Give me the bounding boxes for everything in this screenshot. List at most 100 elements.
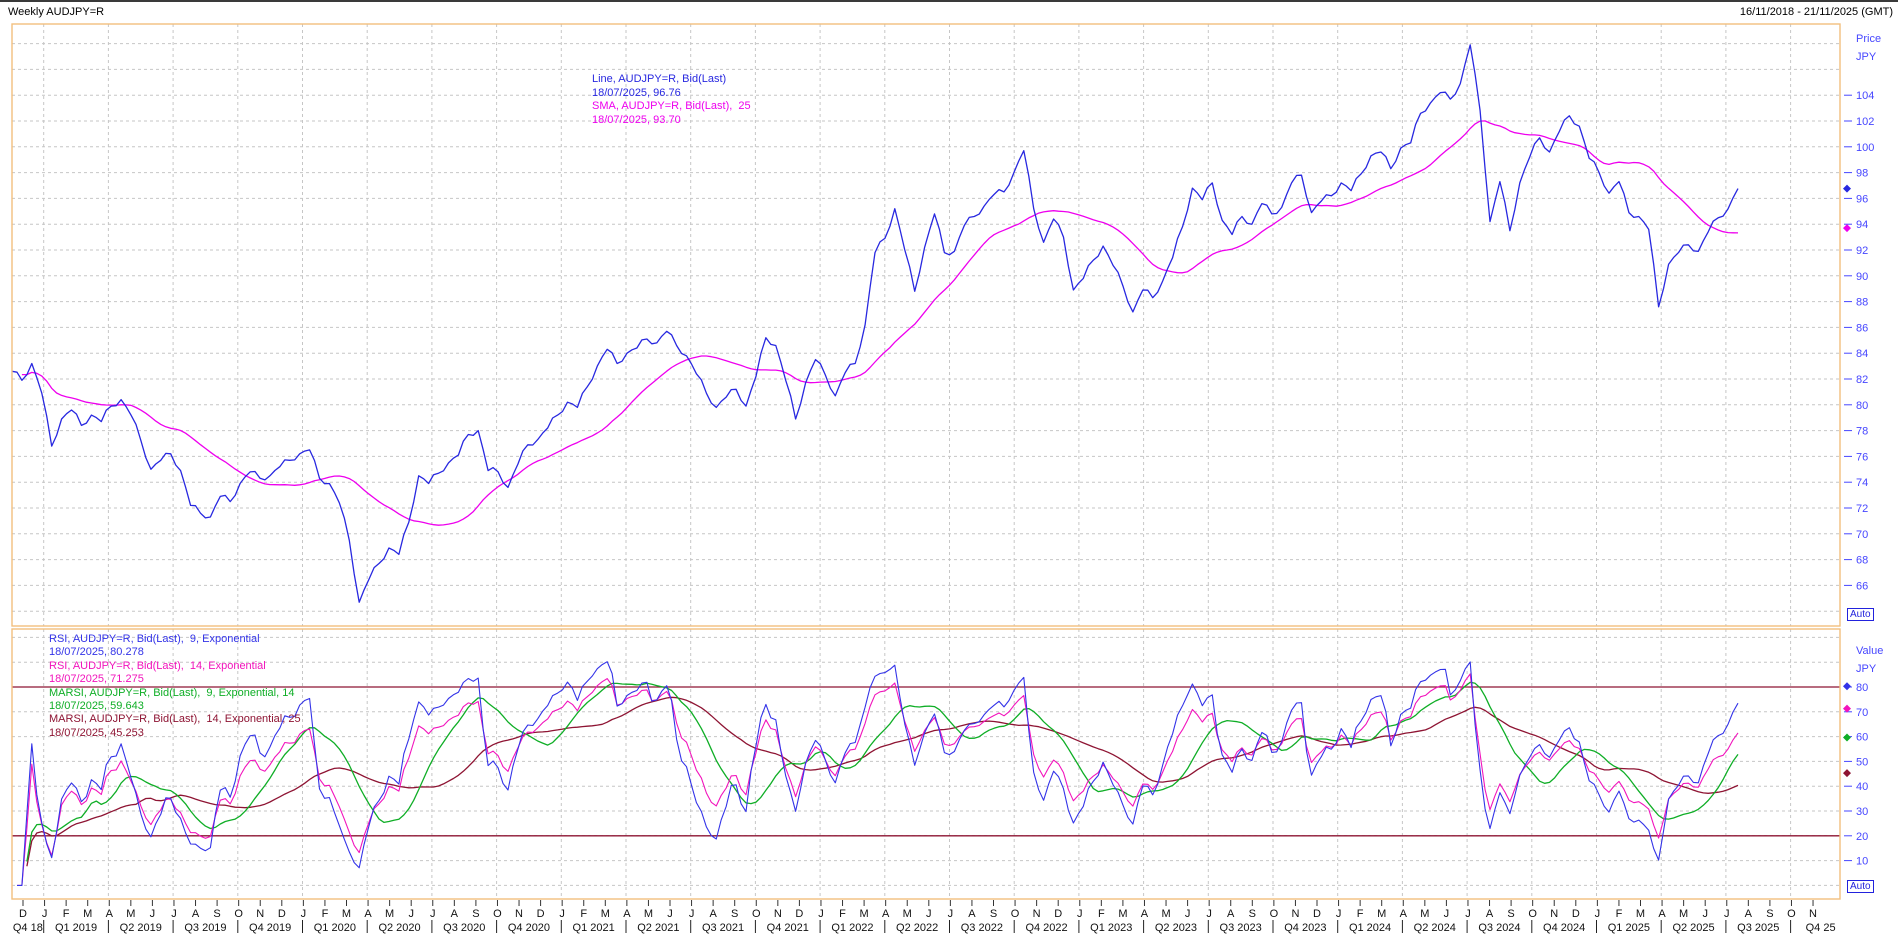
month-tick-label: A xyxy=(1141,908,1149,920)
month-tick-label: O xyxy=(1011,908,1020,920)
month-tick-label: M xyxy=(601,908,610,920)
month-tick-label: A xyxy=(192,908,200,920)
month-tick-label: M xyxy=(1420,908,1429,920)
month-tick-label: A xyxy=(1486,908,1494,920)
month-tick-label: S xyxy=(731,908,738,920)
quarter-label: Q4 2022 xyxy=(1025,922,1067,934)
quarter-label: Q4 2021 xyxy=(767,922,809,934)
month-tick-label: M xyxy=(1161,908,1170,920)
month-tick-label: N xyxy=(1809,908,1817,920)
price-axis-auto-button[interactable]: Auto xyxy=(1847,608,1874,621)
legend-row[interactable]: 18/07/2025, 45.253 xyxy=(49,726,144,739)
legend-row[interactable]: RSI, AUDJPY=R, Bid(Last), 9, Exponential xyxy=(49,633,260,645)
month-tick-label: J xyxy=(150,908,156,920)
legend-row[interactable]: 18/07/2025, 80.278 xyxy=(49,646,144,659)
month-tick-label: F xyxy=(1357,908,1364,920)
price-tick-label: 70 xyxy=(1856,529,1868,541)
month-tick-label: J xyxy=(1465,908,1471,920)
month-tick-label: J xyxy=(689,908,695,920)
month-tick-label: O xyxy=(1270,908,1279,920)
month-tick-label: J xyxy=(926,908,932,920)
quarter-label: Q1 2019 xyxy=(55,922,97,934)
quarter-label: Q2 2021 xyxy=(637,922,679,934)
month-tick-label: M xyxy=(1679,908,1688,920)
month-tick-label: F xyxy=(1098,908,1105,920)
month-tick-label: J xyxy=(42,908,48,920)
rsi-tick-label: 50 xyxy=(1856,756,1868,768)
month-tick-label: J xyxy=(559,908,565,920)
month-tick-label: O xyxy=(1528,908,1537,920)
month-tick-label: A xyxy=(623,908,631,920)
month-tick-label: M xyxy=(1377,908,1386,920)
price-tick-label: 96 xyxy=(1856,193,1868,205)
legend-row[interactable]: RSI, AUDJPY=R, Bid(Last), 14, Exponentia… xyxy=(49,659,266,672)
month-tick-label: N xyxy=(1550,908,1558,920)
quarter-label: Q4 2019 xyxy=(249,922,291,934)
month-tick-label: A xyxy=(364,908,372,920)
price-tick-label: 84 xyxy=(1856,348,1868,360)
price-tick-label: 92 xyxy=(1856,245,1868,257)
month-tick-label: A xyxy=(1658,908,1666,920)
legend-row[interactable]: SMA, AUDJPY=R, Bid(Last), 25 xyxy=(592,100,751,113)
month-tick-label: J xyxy=(818,908,824,920)
rsi-pane-border xyxy=(11,628,1841,900)
quarter-label: Q1 2024 xyxy=(1349,922,1391,934)
month-tick-label: F xyxy=(63,908,70,920)
last-value-marker xyxy=(1843,733,1851,742)
month-tick-label: O xyxy=(1787,908,1796,920)
legend-row[interactable]: 18/07/2025, 96.76 xyxy=(592,86,681,99)
legend-row[interactable]: 18/07/2025, 71.275 xyxy=(49,673,144,686)
month-tick-label: J xyxy=(1595,908,1601,920)
rsi9-line xyxy=(17,661,1739,886)
month-tick-label: S xyxy=(990,908,997,920)
legend-row[interactable]: 18/07/2025, 93.70 xyxy=(592,113,681,126)
month-tick-label: F xyxy=(839,908,846,920)
rsi-axis-title: Value xyxy=(1856,645,1883,657)
price-tick-label: 80 xyxy=(1856,400,1868,412)
legend-row[interactable]: Line, AUDJPY=R, Bid(Last) xyxy=(592,73,727,85)
legend-row[interactable]: MARSI, AUDJPY=R, Bid(Last), 9, Exponenti… xyxy=(49,686,295,699)
rsi-axis-auto-button[interactable]: Auto xyxy=(1847,880,1874,893)
quarter-label: Q2 2019 xyxy=(120,922,162,934)
price-tick-label: 66 xyxy=(1856,580,1868,592)
month-tick-label: D xyxy=(19,908,27,920)
month-tick-label: N xyxy=(256,908,264,920)
month-tick-label: N xyxy=(1033,908,1041,920)
month-tick-label: M xyxy=(342,908,351,920)
price-tick-label: 76 xyxy=(1856,451,1868,463)
month-tick-label: M xyxy=(1636,908,1645,920)
quarter-label: Q3 2022 xyxy=(961,922,1003,934)
rsi-tick-label: 20 xyxy=(1856,831,1868,843)
month-tick-label: A xyxy=(709,908,717,920)
quarter-label: Q2 2024 xyxy=(1414,922,1456,934)
quarter-label: Q3 2025 xyxy=(1737,922,1779,934)
rsi-tick-label: 30 xyxy=(1856,806,1868,818)
quarter-label: Q4 2024 xyxy=(1543,922,1585,934)
price-tick-label: 98 xyxy=(1856,168,1868,180)
legend-row[interactable]: MARSI, AUDJPY=R, Bid(Last), 14, Exponent… xyxy=(49,713,301,726)
month-tick-label: J xyxy=(171,908,177,920)
gridlines xyxy=(12,24,1840,899)
quarter-label: Q1 2021 xyxy=(573,922,615,934)
price-tick-label: 78 xyxy=(1856,426,1868,438)
quarter-label: Q4 25 xyxy=(1806,922,1836,934)
price-tick-label: 102 xyxy=(1856,116,1874,128)
month-tick-label: O xyxy=(234,908,243,920)
marsi9-line xyxy=(26,681,1739,862)
quarter-label: Q4 18 xyxy=(13,922,43,934)
month-tick-label: F xyxy=(322,908,329,920)
last-value-marker xyxy=(1843,682,1851,691)
month-tick-label: J xyxy=(1702,908,1708,920)
quarter-label: Q2 2023 xyxy=(1155,922,1197,934)
month-tick-label: A xyxy=(1227,908,1235,920)
legend-row[interactable]: 18/07/2025, 59.643 xyxy=(49,700,144,713)
rsi-pane-legend[interactable]: RSI, AUDJPY=R, Bid(Last), 9, Exponential… xyxy=(49,633,301,740)
price-tick-label: 82 xyxy=(1856,374,1868,386)
price-pane-legend[interactable]: Line, AUDJPY=R, Bid(Last) 18/07/2025, 96.… xyxy=(592,73,751,127)
month-tick-label: J xyxy=(1444,908,1450,920)
month-tick-label: N xyxy=(1291,908,1299,920)
rsi-tick-label: 40 xyxy=(1856,781,1868,793)
month-tick-label: A xyxy=(968,908,976,920)
